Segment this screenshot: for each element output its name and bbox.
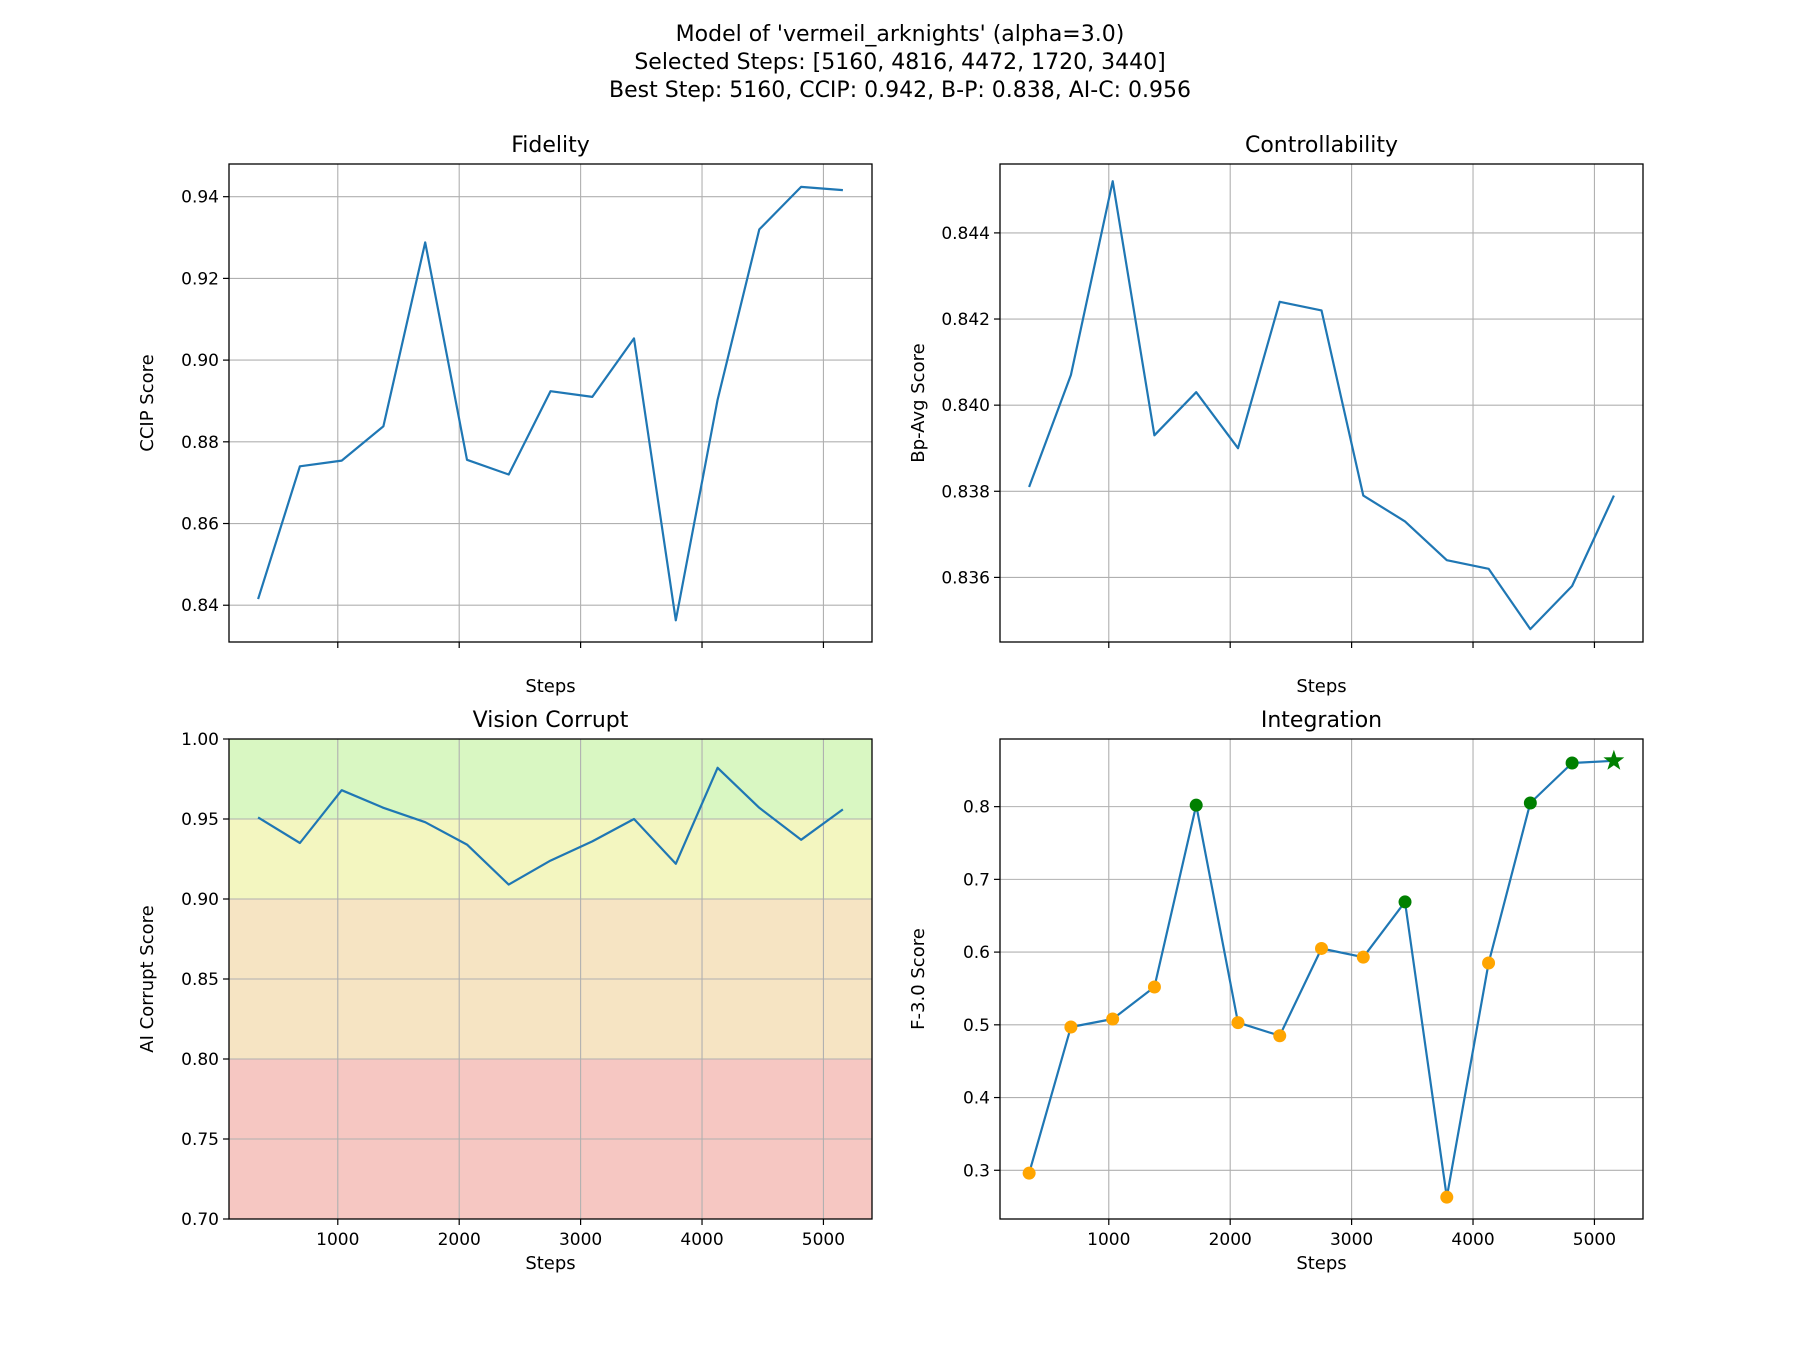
axes-frame <box>228 163 873 643</box>
x-axis-label: Steps <box>525 676 575 697</box>
x-tick-label: 2000 <box>438 1230 481 1250</box>
y-tick-label: 0.84 <box>181 596 219 616</box>
step-point <box>1356 950 1370 964</box>
chart-integration: 1000 2000 3000 4000 5000 0.3 0.4 0.5 0.6 0.7 0.8 In… <box>908 708 1644 1274</box>
step-point <box>1106 1012 1120 1026</box>
step-point <box>1315 941 1328 955</box>
step-point <box>1022 1166 1036 1180</box>
y-tick-label: 0.94 <box>181 188 219 208</box>
subplot-title: Fidelity <box>511 133 590 158</box>
y-tick-label: 0.90 <box>181 890 219 910</box>
y-tick-label: 0.80 <box>181 1050 219 1070</box>
step-point <box>1440 1190 1454 1204</box>
step-point <box>1064 1020 1078 1034</box>
band-0 <box>229 739 872 819</box>
selected-step-point <box>1565 756 1579 770</box>
y-tick-label: 0.842 <box>941 310 990 330</box>
chart-fidelity: 0.84 0.86 0.88 0.90 0.92 0.94 Fidelity Steps CCI… <box>137 133 873 697</box>
series-line <box>1028 180 1615 631</box>
y-tick-label: 0.8 <box>963 798 990 818</box>
y-tick-label: 0.840 <box>941 396 990 416</box>
series-line <box>257 185 843 622</box>
axes-frame <box>999 163 1644 643</box>
series-line <box>257 766 844 886</box>
x-tick-label: 5000 <box>802 1230 845 1250</box>
y-tick-label: 0.86 <box>181 515 219 535</box>
selected-step-point <box>1523 796 1537 810</box>
y-tick-label: 0.95 <box>181 810 219 830</box>
x-tick-label: 1000 <box>1087 1230 1130 1250</box>
y-tick-label: 0.5 <box>963 1016 990 1036</box>
band-1 <box>229 819 872 899</box>
y-tick-label: 1.00 <box>181 730 219 750</box>
series-line <box>1028 759 1614 1199</box>
step-point <box>1231 1016 1245 1030</box>
y-tick-label: 0.6 <box>963 943 990 963</box>
y-tick-label: 0.90 <box>181 351 219 371</box>
selected-step-point <box>1189 798 1203 812</box>
y-tick-label: 0.4 <box>963 1089 990 1109</box>
chart-vision-corrupt: 1000 2000 3000 4000 5000 0.70 0.75 0.80 0.85 0.90… <box>137 708 873 1274</box>
x-axis-label: Steps <box>1296 676 1346 697</box>
step-point <box>1147 980 1161 994</box>
x-tick-label: 2000 <box>1209 1230 1252 1250</box>
y-axis-label: F-3.0 Score <box>908 928 929 1030</box>
selected-step-point <box>1398 895 1412 909</box>
y-axis-label: CCIP Score <box>137 354 158 451</box>
x-tick-label: 4000 <box>680 1230 723 1250</box>
step-point <box>1273 1029 1287 1043</box>
figure-title-line-2: Selected Steps: [5160, 4816, 4472, 1720,… <box>634 50 1166 75</box>
y-tick-label: 0.70 <box>181 1210 219 1230</box>
x-axis-label: Steps <box>525 1253 575 1274</box>
subplot-title: Controllability <box>1245 133 1398 158</box>
x-tick-label: 3000 <box>1330 1230 1373 1250</box>
y-tick-label: 0.85 <box>181 970 219 990</box>
y-axis-label: Bp-Avg Score <box>908 343 929 462</box>
y-tick-label: 0.7 <box>963 870 990 890</box>
best-step-star-marker <box>1603 749 1625 770</box>
subplot-title: Vision Corrupt <box>473 708 629 733</box>
figure-title-line-3: Best Step: 5160, CCIP: 0.942, B-P: 0.838… <box>609 78 1191 103</box>
y-tick-label: 0.838 <box>941 482 990 502</box>
y-tick-label: 0.88 <box>181 433 219 453</box>
x-tick-label: 5000 <box>1573 1230 1616 1250</box>
x-axis-label: Steps <box>1296 1253 1346 1274</box>
subplot-title: Integration <box>1261 708 1382 733</box>
y-tick-label: 0.3 <box>963 1161 990 1181</box>
x-tick-label: 4000 <box>1451 1230 1494 1250</box>
step-point <box>1482 956 1496 970</box>
figure-title-line-1: Model of 'vermeil_arknights' (alpha=3.0) <box>675 22 1125 47</box>
chart-controllability: 0.836 0.838 0.840 0.842 0.844 Controllability… <box>908 133 1644 697</box>
x-tick-label: 1000 <box>316 1230 359 1250</box>
y-tick-label: 0.844 <box>941 224 990 244</box>
y-axis-label: AI Corrupt Score <box>137 905 158 1052</box>
y-tick-label: 0.75 <box>181 1130 219 1150</box>
y-tick-label: 0.92 <box>181 269 219 289</box>
axes-frame <box>999 738 1644 1220</box>
y-tick-label: 0.836 <box>941 568 990 588</box>
x-tick-label: 3000 <box>559 1230 602 1250</box>
